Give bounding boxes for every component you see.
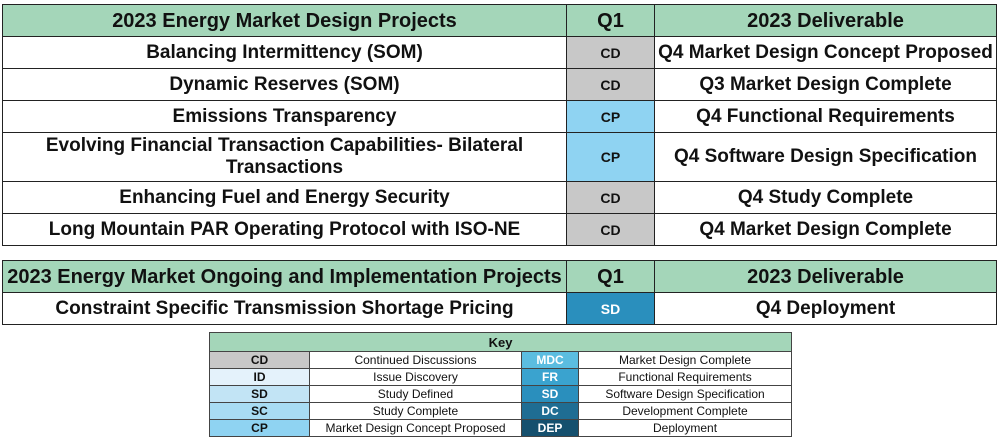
- key-legend-table: Key CD Continued Discussions MDC Market …: [208, 332, 793, 437]
- key-row: CP Market Design Concept Proposed DEP De…: [209, 419, 793, 437]
- deliverable: Q4 Deployment: [654, 292, 997, 325]
- status-badge: CP: [566, 132, 655, 182]
- status-badge: CD: [566, 68, 655, 101]
- status-badge: CD: [566, 181, 655, 214]
- key-label: Issue Discovery: [309, 368, 522, 386]
- deliverable: Q4 Study Complete: [654, 181, 997, 214]
- key-code: DC: [521, 402, 579, 420]
- key-label: Market Design Complete: [577, 351, 793, 369]
- key-code: FR: [521, 368, 579, 386]
- design-projects-table: 2023 Energy Market Design Projects Q1 20…: [2, 4, 997, 246]
- ongoing-projects-table: 2023 Energy Market Ongoing and Implement…: [2, 260, 997, 325]
- key-label: Market Design Concept Proposed: [309, 419, 522, 437]
- project-name: Constraint Specific Transmission Shortag…: [2, 292, 567, 325]
- status-badge: CD: [566, 36, 655, 69]
- key-row: ID Issue Discovery FR Functional Require…: [209, 368, 793, 386]
- table-row: Evolving Financial Transaction Capabilit…: [2, 132, 997, 182]
- design-header-row: 2023 Energy Market Design Projects Q1 20…: [2, 4, 997, 37]
- project-name: Enhancing Fuel and Energy Security: [2, 181, 567, 214]
- key-row: SD Study Defined SD Software Design Spec…: [209, 385, 793, 403]
- deliverable: Q4 Software Design Specification: [654, 132, 997, 182]
- key-label: Development Complete: [577, 402, 793, 420]
- key-code: SC: [209, 402, 310, 420]
- ongoing-header-q1: Q1: [566, 260, 655, 293]
- table-row: Enhancing Fuel and Energy Security CD Q4…: [2, 181, 997, 214]
- status-badge: CP: [566, 100, 655, 133]
- key-code: ID: [209, 368, 310, 386]
- design-header-deliverable: 2023 Deliverable: [654, 4, 997, 37]
- key-title: Key: [208, 332, 793, 352]
- key-row: CD Continued Discussions MDC Market Desi…: [209, 351, 793, 369]
- key-row: SC Study Complete DC Development Complet…: [209, 402, 793, 420]
- table-row: Emissions Transparency CP Q4 Functional …: [2, 100, 997, 133]
- ongoing-header-deliverable: 2023 Deliverable: [654, 260, 997, 293]
- status-badge: CD: [566, 213, 655, 246]
- deliverable: Q4 Functional Requirements: [654, 100, 997, 133]
- key-code: DEP: [521, 419, 579, 437]
- key-code: SD: [521, 385, 579, 403]
- key-code: CD: [209, 351, 310, 369]
- key-label: Study Defined: [309, 385, 522, 403]
- key-header-row: Key: [208, 332, 793, 352]
- deliverable: Q4 Market Design Concept Proposed: [654, 36, 997, 69]
- project-name: Balancing Intermittency (SOM): [2, 36, 567, 69]
- ongoing-header-row: 2023 Energy Market Ongoing and Implement…: [2, 260, 997, 293]
- project-name: Evolving Financial Transaction Capabilit…: [2, 132, 567, 182]
- key-label: Functional Requirements: [577, 368, 793, 386]
- deliverable: Q3 Market Design Complete: [654, 68, 997, 101]
- key-label: Continued Discussions: [309, 351, 522, 369]
- project-name: Emissions Transparency: [2, 100, 567, 133]
- key-code: SD: [209, 385, 310, 403]
- ongoing-header-project: 2023 Energy Market Ongoing and Implement…: [2, 260, 567, 293]
- key-code: MDC: [521, 351, 579, 369]
- key-label: Study Complete: [309, 402, 522, 420]
- status-badge: SD: [566, 292, 655, 325]
- table-row: Balancing Intermittency (SOM) CD Q4 Mark…: [2, 36, 997, 69]
- design-header-project: 2023 Energy Market Design Projects: [2, 4, 567, 37]
- project-name: Long Mountain PAR Operating Protocol wit…: [2, 213, 567, 246]
- table-row: Constraint Specific Transmission Shortag…: [2, 292, 997, 325]
- project-name: Dynamic Reserves (SOM): [2, 68, 567, 101]
- key-label: Deployment: [577, 419, 793, 437]
- table-row: Dynamic Reserves (SOM) CD Q3 Market Desi…: [2, 68, 997, 101]
- table-row: Long Mountain PAR Operating Protocol wit…: [2, 213, 997, 246]
- design-header-q1: Q1: [566, 4, 655, 37]
- key-code: CP: [209, 419, 310, 437]
- deliverable: Q4 Market Design Complete: [654, 213, 997, 246]
- key-label: Software Design Specification: [577, 385, 793, 403]
